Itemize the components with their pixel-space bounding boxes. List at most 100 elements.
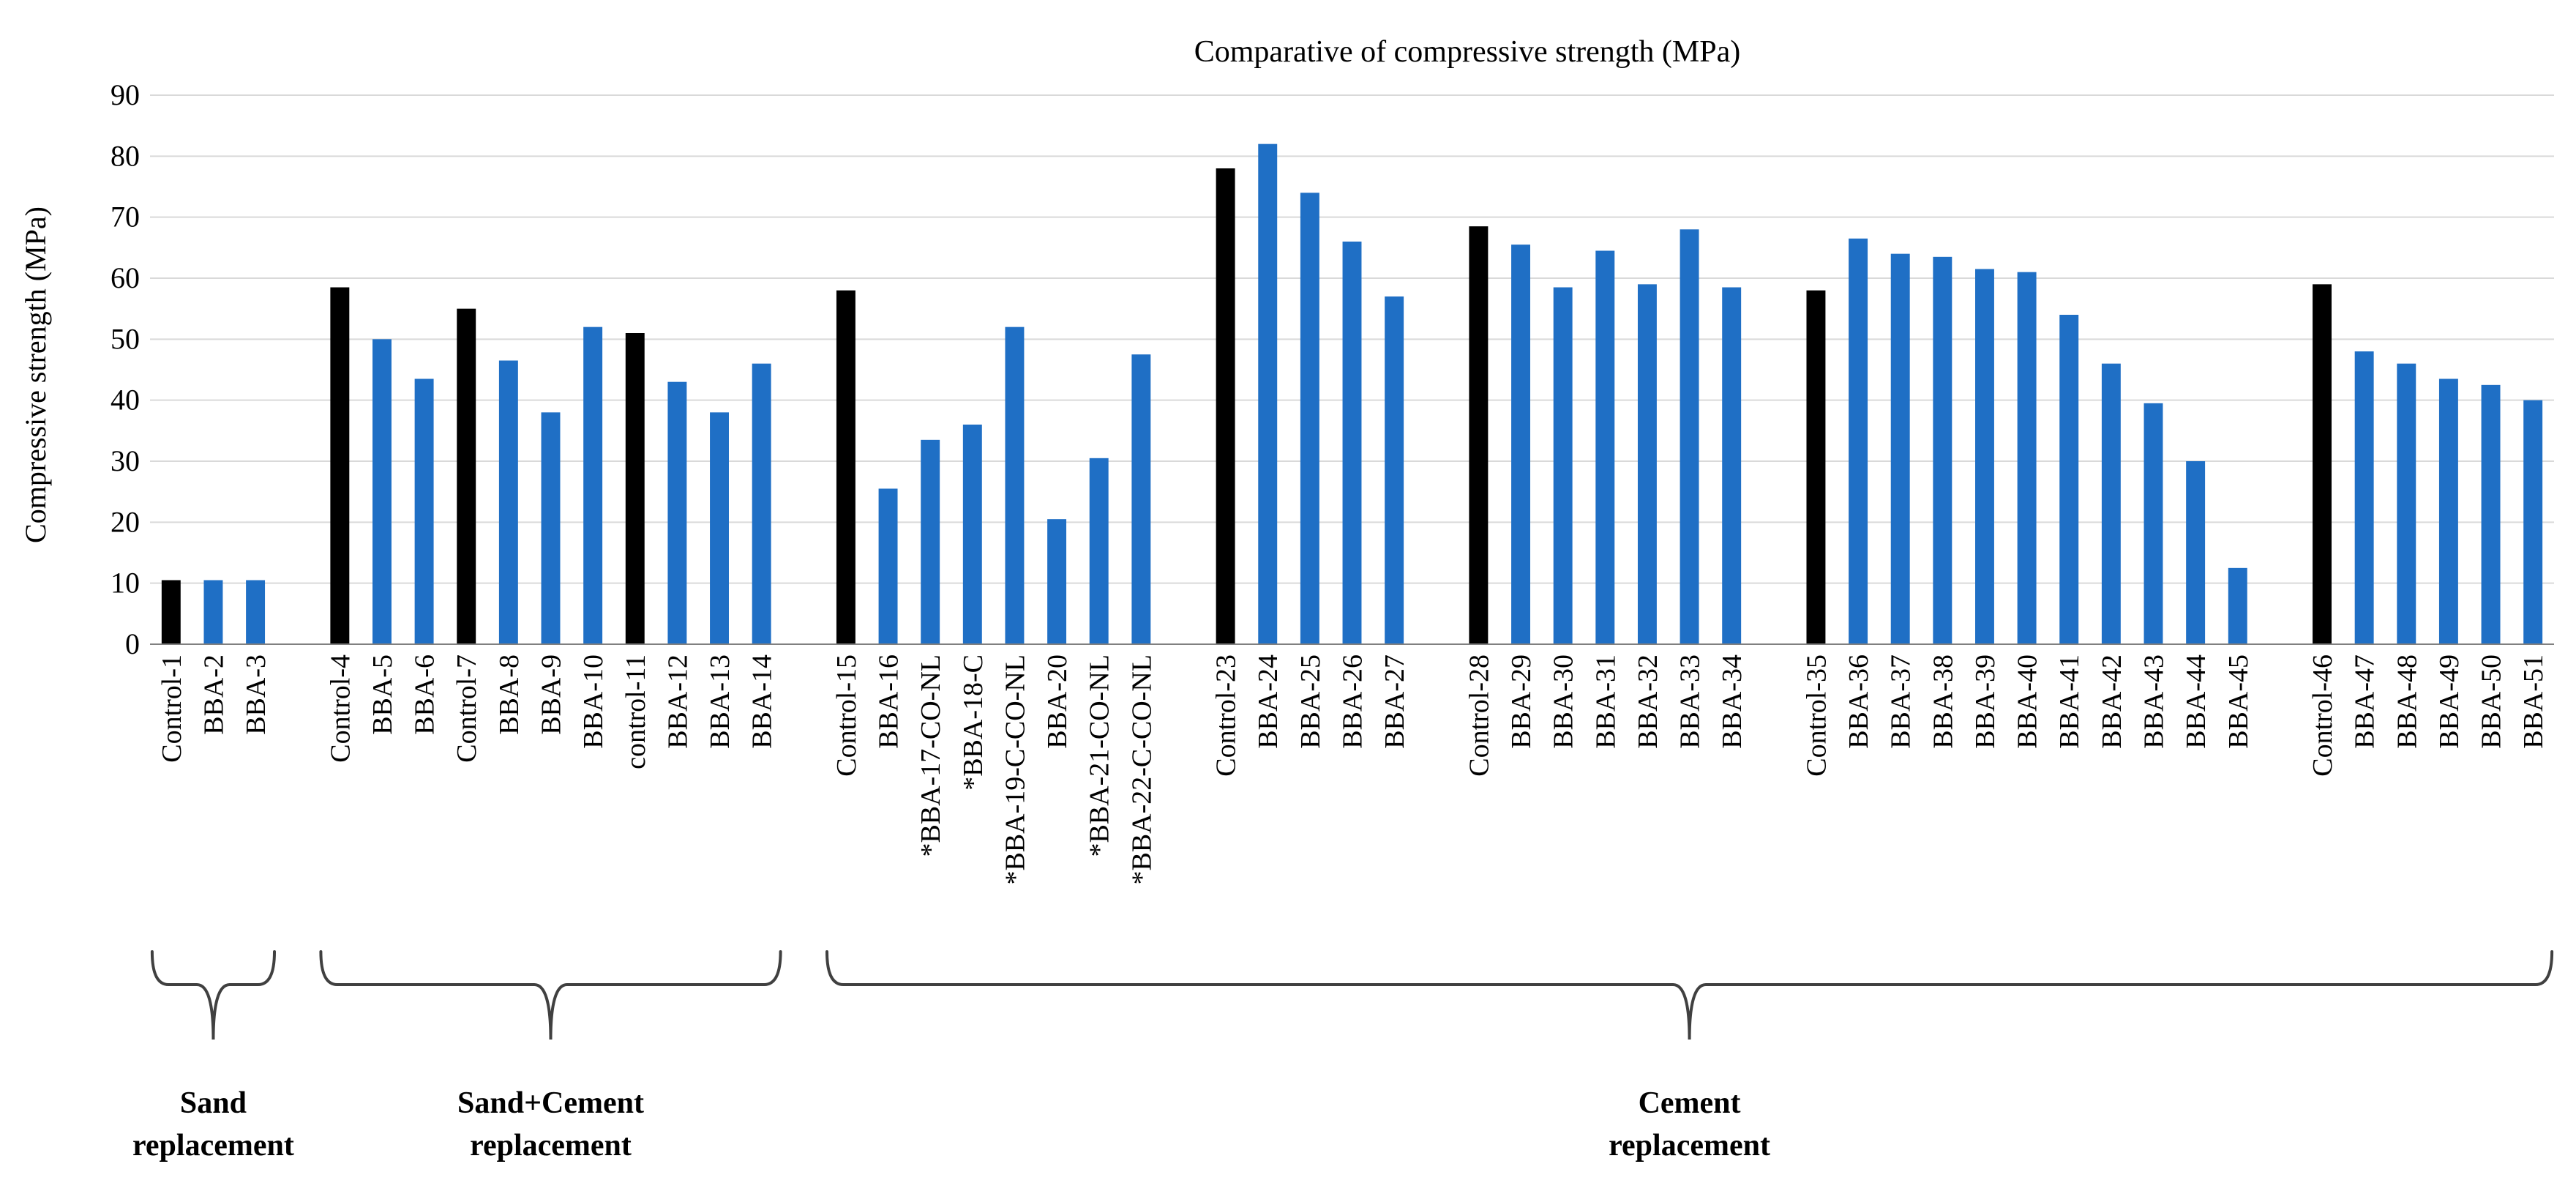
y-tick-label: 90 [111,78,140,111]
bar-bba-17-co-nl [921,439,940,644]
x-tick-label: BBA-20 [1042,654,1073,749]
x-tick-label: BBA-41 [2054,654,2085,749]
bar-bba-37 [1890,253,1910,645]
group-label: Sand [180,1086,247,1120]
y-tick-label: 80 [111,139,140,172]
x-tick-label: BBA-45 [2223,654,2254,749]
bar-control-23 [1216,168,1235,644]
bar-bba-39 [1975,269,1994,644]
group-brace [150,950,277,1040]
bar-bba-40 [2017,272,2037,644]
bar-control-35 [1806,290,1826,644]
x-tick-label: BBA-3 [241,654,272,735]
x-tick-label: BBA-16 [874,654,905,749]
bar-bba-12 [667,381,687,644]
x-tick-label: BBA-43 [2139,654,2170,749]
x-tick-label: BBA-40 [2012,654,2043,749]
x-tick-label: BBA-27 [1379,654,1410,749]
x-tick-label: BBA-42 [2097,654,2127,749]
bar-bba-48 [2397,363,2416,644]
bar-bba-20 [1047,519,1067,644]
chart-title: Comparative of compressive strength (MPa… [1194,35,1740,69]
bar-bba-49 [2438,378,2458,644]
bar-bba-26 [1342,242,1362,644]
x-tick-label: BBA-38 [1928,654,1958,749]
bar-control-11 [625,333,645,644]
bar-bba-30 [1553,287,1573,644]
group-brace [825,950,2554,1040]
bar-bba-16 [878,488,898,644]
bar-bba-21-co-nl [1089,458,1109,644]
group-label: replacement [132,1129,294,1163]
bar-bba-18-c [962,425,982,644]
x-tick-label: *BBA-17-CO-NL [916,654,946,857]
group-brace [319,950,782,1040]
bars [161,143,2543,645]
x-tick-label: BBA-51 [2518,654,2549,749]
bar-control-7 [457,308,476,644]
x-tick-label: BBA-47 [2350,654,2381,749]
bar-bba-31 [1595,250,1615,644]
x-tick-label: BBA-2 [198,654,229,735]
bar-bba-36 [1849,238,1868,644]
group-label: replacement [470,1129,632,1163]
bar-control-15 [836,290,855,644]
group-braces: Sand replacement Sand+Cement replacement Cem… [132,950,2554,1163]
x-tick-label: Control-1 [157,654,187,763]
x-tick-label: Control-7 [452,654,482,763]
bar-bba-5 [372,339,392,644]
x-tick-label: BBA-31 [1590,654,1621,749]
x-tick-label: BBA-37 [1886,654,1917,749]
bar-bba-34 [1722,287,1742,644]
y-tick-label: 0 [125,627,140,660]
x-tick-label: BBA-34 [1717,654,1748,749]
x-tick-label: *BBA-18-C [958,654,989,791]
bar-bba-38 [1933,256,1952,644]
x-tick-label: BBA-25 [1295,654,1326,749]
x-tick-label: BBA-12 [662,654,693,749]
group-label: Sand+Cement [457,1086,644,1120]
bar-bba-9 [541,412,561,644]
bar-control-4 [330,287,350,644]
bar-bba-32 [1637,284,1657,644]
bar-bba-3 [246,580,266,644]
x-tick-label: BBA-13 [705,654,735,749]
x-tick-label: Control-46 [2307,654,2338,777]
x-tick-label: BBA-48 [2392,654,2422,749]
bar-bba-51 [2523,400,2543,644]
bar-bba-10 [583,326,603,644]
x-tick-label: *BBA-19-C-CO-NL [1000,654,1030,885]
x-tick-label: BBA-36 [1843,654,1874,749]
x-tick-label: BBA-44 [2181,654,2212,749]
y-tick-label: 70 [111,201,140,234]
x-tick-label: BBA-39 [1970,654,2001,749]
x-tick-label: Control-15 [831,654,862,777]
bar-bba-50 [2481,384,2501,644]
bar-bba-19-c-co-nl [1005,326,1025,644]
bar-bba-42 [2101,363,2121,644]
x-tick-label: Control-28 [1464,654,1494,777]
bar-bba-22-c-co-nl [1131,354,1151,644]
group-label: Cement [1639,1086,1741,1120]
y-tick-label: 30 [111,444,140,477]
bar-bba-47 [2354,351,2374,644]
x-tick-label: Control-23 [1211,654,1242,777]
bar-bba-24 [1258,143,1278,644]
x-tick-label: BBA-9 [536,654,567,735]
bar-control-28 [1469,226,1489,645]
group-label: replacement [1609,1129,1770,1163]
x-tick-label: BBA-5 [367,654,398,735]
bar-bba-44 [2186,461,2206,644]
bar-bba-29 [1511,245,1530,645]
x-tick-label: BBA-14 [747,654,778,749]
y-axis-ticks: 0 10 20 30 40 50 60 70 80 90 [111,78,140,660]
bar-bba-14 [752,363,771,644]
x-tick-label: BBA-29 [1506,654,1537,749]
bar-bba-2 [203,580,223,644]
y-tick-label: 10 [111,567,140,600]
x-tick-label: Control-4 [325,654,356,763]
x-tick-label: Control-35 [1801,654,1832,777]
y-tick-label: 60 [111,261,140,294]
x-tick-label: BBA-49 [2434,654,2465,749]
x-tick-label: *BBA-21-CO-NL [1085,654,1115,857]
